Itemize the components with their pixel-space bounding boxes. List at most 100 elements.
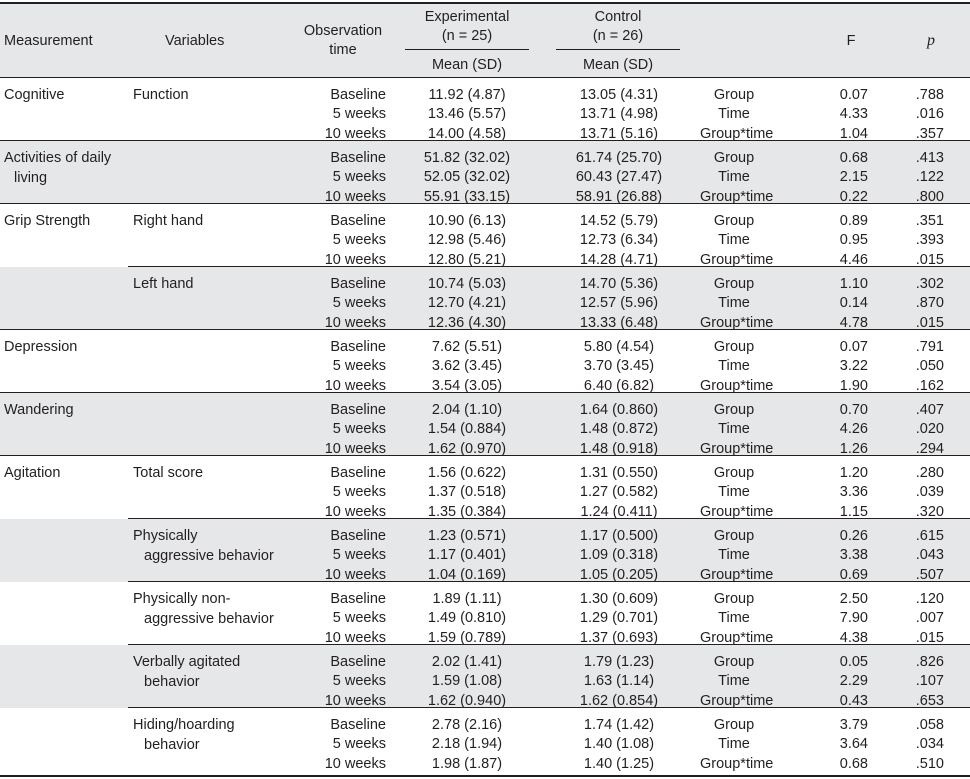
cell-effect: Time [718,421,750,438]
cell-effect: Time [718,169,750,186]
cell-control-mean-sd: 58.91 (26.88) [575,188,663,205]
cell-p-value: .020 [915,421,944,438]
cell-observation-time: 10 weeks [324,503,386,520]
table-row: 5 weeks 1.49 (0.810) 1.29 (0.701) Time 7.90.… [0,609,970,628]
measurement-label: Wandering [4,402,74,418]
cell-f-value: 0.89 [839,213,868,229]
table-row: 10 weeks 1.59 (0.789) 1.37 (0.693) Group*ti… [0,629,970,648]
cell-f-value: 1.04 [839,125,868,142]
cell-f-value: 0.26 [839,528,868,544]
cell-experimental-mean-sd: 1.54 (0.884) [427,421,507,438]
header-experimental-n: (n = 25) [441,28,493,44]
cell-f-value: 3.38 [839,547,868,564]
cell-effect: Time [718,673,750,690]
cell-p-value: .615 [915,528,944,544]
cell-f-value: 3.36 [839,484,868,501]
cell-control-mean-sd: 12.57 (5.96) [579,295,659,312]
cell-observation-time: Baseline [330,465,386,481]
header-control: Control [594,9,642,25]
cell-p-value: .122 [915,169,944,186]
cell-effect: Group*time [700,755,774,772]
cell-experimental-mean-sd: 1.98 (1.87) [431,755,503,772]
cell-observation-time: 10 weeks [324,440,386,457]
cell-f-value: 0.69 [839,566,868,583]
cell-p-value: .120 [915,591,944,607]
variable-label: aggressive behavior [144,547,274,564]
cell-experimental-mean-sd: 51.82 (32.02) [423,150,511,166]
table-row: Baseline 1.89 (1.11) 1.30 (0.609) Group 2.50… [0,590,970,609]
measurement-label: living [14,169,48,186]
cell-f-value: 4.38 [839,629,868,646]
variable-label: Function [133,87,189,103]
cell-p-value: .791 [915,339,944,355]
cell-effect: Group*time [700,566,774,583]
cell-experimental-mean-sd: 3.62 (3.45) [431,358,503,375]
cell-p-value: .788 [915,87,944,103]
cell-f-value: 1.15 [839,503,868,520]
cell-effect: Group [713,591,755,607]
row-separator [128,644,970,645]
table-row: Baseline 11.92 (4.87) 13.05 (4.31) Group 0.0… [0,86,970,105]
cell-f-value: 4.78 [839,314,868,331]
table-group: Depression Baseline 7.62 (5.51) 5.80 (4.54)… [0,330,970,394]
cell-effect: Group [713,213,755,229]
table-row: Baseline 2.78 (2.16) 1.74 (1.42) Group 3.79.… [0,716,970,735]
cell-f-value: 0.07 [839,87,868,103]
table-row: 5 weeks 52.05 (32.02) 60.43 (27.47) Time 2.1… [0,168,970,187]
cell-effect: Group [713,654,755,670]
cell-experimental-mean-sd: 11.92 (4.87) [428,87,506,103]
cell-observation-time: 5 weeks [332,358,386,375]
measurement-label: Grip Strength [4,213,91,229]
control-rule [556,49,680,50]
cell-observation-time: 10 weeks [324,755,386,772]
cell-control-mean-sd: 1.24 (0.411) [580,503,658,520]
header-observation-line2: time [329,42,357,58]
cell-control-mean-sd: 1.40 (1.25) [583,755,655,772]
measurement-label: Cognitive [4,87,65,103]
table-group: Cognitive Function Baseline 11.92 (4.87) 13.… [0,78,970,142]
cell-experimental-mean-sd: 52.05 (32.02) [423,169,511,186]
table-row: Baseline 2.02 (1.41) 1.79 (1.23) Group 0.05.… [0,653,970,672]
row-separator [128,707,970,708]
cell-control-mean-sd: 13.71 (5.16) [579,125,659,142]
cell-experimental-mean-sd: 2.18 (1.94) [431,736,503,753]
cell-effect: Time [718,736,750,753]
row-separator [0,455,970,456]
cell-experimental-mean-sd: 55.91 (33.15) [423,188,511,205]
cell-p-value: .357 [915,125,944,142]
table-row: 10 weeks 1.62 (0.970) 1.48 (0.918) Group*ti… [0,440,970,459]
cell-p-value: .015 [915,251,944,268]
cell-observation-time: 5 weeks [332,232,386,249]
cell-experimental-mean-sd: 12.80 (5.21) [427,251,507,268]
cell-f-value: 2.50 [839,591,868,607]
cell-p-value: .870 [915,295,944,312]
table-row: 10 weeks 1.35 (0.384) 1.24 (0.411) Group*ti… [0,503,970,522]
cell-p-value: .302 [915,276,944,292]
row-separator [128,581,970,582]
table-row: Baseline 10.90 (6.13) 14.52 (5.79) Group 0.8… [0,212,970,231]
table-group: Physically non-aggressive behavior Baseli… [0,582,970,648]
cell-control-mean-sd: 14.52 (5.79) [579,213,659,229]
cell-f-value: 4.46 [839,251,868,268]
variable-label: Physically [133,528,198,544]
cell-observation-time: 10 weeks [324,251,386,268]
cell-control-mean-sd: 5.80 (4.54) [583,339,655,355]
cell-control-mean-sd: 1.48 (0.872) [579,421,659,438]
cell-control-mean-sd: 14.70 (5.36) [579,276,659,292]
cell-control-mean-sd: 1.74 (1.42) [583,717,655,733]
variable-label: behavior [144,736,200,753]
header-measurement: Measurement [4,33,93,49]
cell-experimental-mean-sd: 10.90 (6.13) [427,213,507,229]
header-control-n: (n = 26) [592,28,644,44]
cell-control-mean-sd: 61.74 (25.70) [575,150,663,166]
cell-observation-time: 5 weeks [332,673,386,690]
cell-effect: Group*time [700,314,774,331]
cell-f-value: 0.22 [839,188,868,205]
table-row: Baseline 1.56 (0.622) 1.31 (0.550) Group 1.2… [0,464,970,483]
cell-effect: Group [713,402,755,418]
variable-label: Right hand [133,213,204,229]
table-row: 10 weeks 12.36 (4.30) 13.33 (6.48) Group*ti… [0,314,970,333]
table-row: Baseline 1.23 (0.571) 1.17 (0.500) Group 0.2… [0,527,970,546]
cell-control-mean-sd: 1.09 (0.318) [579,547,659,564]
table-row: 5 weeks 3.62 (3.45) 3.70 (3.45) Time 3.22 .05… [0,357,970,376]
